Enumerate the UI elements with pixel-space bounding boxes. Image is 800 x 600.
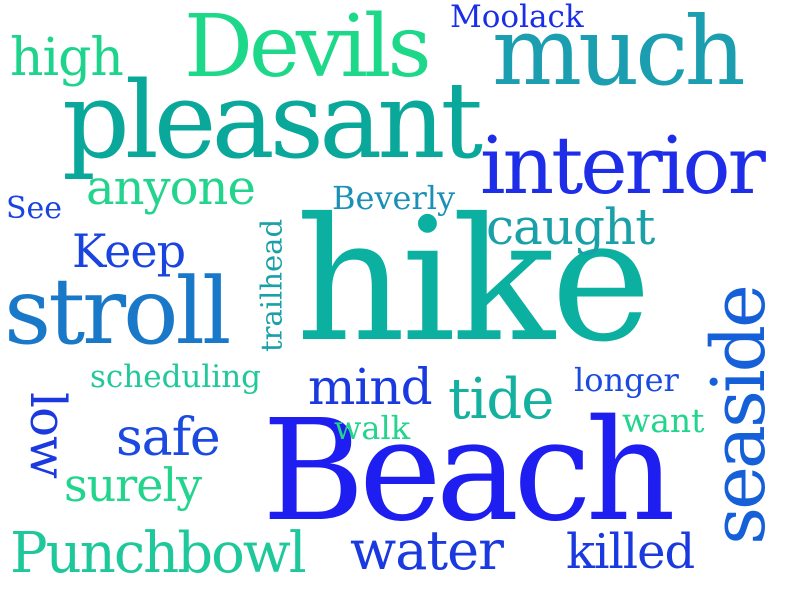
word-beverly: Beverly	[332, 179, 456, 217]
word-much: much	[492, 0, 746, 107]
word-killed: killed	[566, 524, 695, 580]
word-stroll: stroll	[4, 258, 231, 365]
word-mind: mind	[308, 358, 433, 416]
word-pleasant: pleasant	[62, 59, 483, 182]
word-beach: Beach	[262, 390, 676, 553]
word-interior: interior	[480, 119, 766, 212]
word-hike: hike	[296, 182, 651, 380]
word-trailhead: trailhead	[254, 218, 289, 353]
word-high: high	[10, 28, 124, 88]
word-keep: Keep	[72, 224, 186, 278]
word-scheduling: scheduling	[90, 359, 262, 395]
word-caught: caught	[486, 198, 655, 256]
word-surely: surely	[64, 458, 202, 512]
word-tide: tide	[448, 367, 554, 432]
word-punchbowl: Punchbowl	[10, 521, 307, 586]
word-safe: safe	[116, 408, 221, 468]
word-want: want	[622, 401, 705, 440]
word-walk: walk	[334, 409, 411, 447]
word-see: See	[6, 191, 63, 226]
word-low: low	[19, 392, 77, 478]
word-anyone: anyone	[86, 160, 256, 216]
word-moolack: Moolack	[450, 0, 584, 35]
word-devils: Devils	[184, 0, 432, 97]
word-seaside: seaside	[696, 287, 782, 545]
word-water: water	[350, 519, 504, 582]
word-longer: longer	[574, 361, 679, 399]
